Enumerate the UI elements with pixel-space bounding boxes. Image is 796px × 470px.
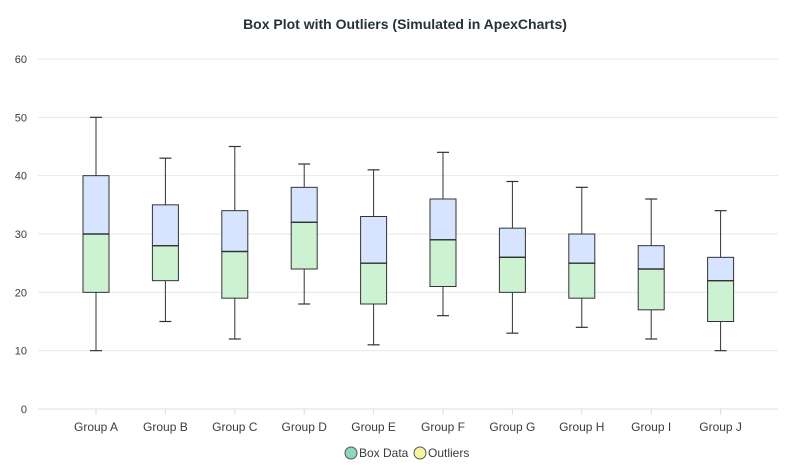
box-series — [82, 116, 735, 352]
y-axis: 0 10 20 30 40 50 60 — [15, 54, 27, 416]
box-lower-half — [707, 280, 735, 322]
box-lower-half — [429, 239, 457, 287]
y-tick-label: 10 — [15, 346, 27, 358]
y-tick-label: 40 — [15, 171, 27, 183]
box-upper-half — [498, 227, 526, 258]
box-lower-half — [360, 262, 388, 305]
box-group-j — [707, 210, 735, 352]
legend-marker — [344, 446, 358, 460]
box-upper-half — [82, 175, 110, 235]
x-axis: Group A Group B Group C Group D Group E Group… — [38, 408, 778, 434]
legend-marker — [413, 446, 427, 460]
x-category-label: Group D — [282, 420, 328, 434]
box-upper-half — [568, 233, 596, 264]
box-lower-half — [568, 262, 596, 299]
box-upper-half — [637, 245, 665, 270]
x-category-label: Group J — [699, 420, 742, 434]
y-tick-label: 30 — [15, 229, 27, 241]
y-tick-label: 0 — [21, 404, 27, 416]
box-lower-half — [82, 233, 110, 293]
x-category-label: Group H — [559, 420, 604, 434]
y-tick-label: 60 — [15, 54, 27, 66]
box-group-i — [637, 198, 665, 340]
box-upper-half — [429, 198, 457, 241]
box-group-f — [429, 151, 457, 317]
box-lower-half — [151, 245, 179, 282]
box-group-a — [82, 116, 110, 352]
x-category-label: Group I — [631, 420, 671, 434]
y-tick-label: 50 — [15, 112, 27, 124]
x-category-label: Group B — [143, 420, 188, 434]
box-group-d — [290, 163, 318, 305]
chart-title: Box Plot with Outliers (Simulated in Ape… — [243, 16, 567, 32]
box-group-g — [498, 180, 526, 334]
y-tick-label: 20 — [15, 287, 27, 299]
x-category-label: Group C — [212, 420, 258, 434]
box-lower-half — [221, 251, 249, 299]
box-upper-half — [221, 210, 249, 253]
grid-lines — [38, 58, 778, 410]
box-upper-half — [707, 256, 735, 282]
legend-label: Box Data — [359, 446, 409, 460]
x-category-label: Group F — [421, 420, 465, 434]
box-lower-half — [637, 268, 665, 311]
box-lower-half — [498, 256, 526, 293]
x-category-label: Group G — [489, 420, 535, 434]
box-group-h — [568, 186, 596, 328]
x-category-label: Group E — [351, 420, 396, 434]
box-group-b — [151, 157, 179, 323]
box-group-e — [360, 169, 388, 346]
box-upper-half — [290, 186, 318, 223]
box-upper-half — [360, 216, 388, 264]
legend-label: Outliers — [428, 446, 469, 460]
box-lower-half — [290, 221, 318, 270]
x-category-label: Group A — [74, 420, 118, 434]
legend: Box Data Outliers — [344, 446, 469, 460]
box-group-c — [221, 145, 249, 340]
box-upper-half — [151, 204, 179, 247]
